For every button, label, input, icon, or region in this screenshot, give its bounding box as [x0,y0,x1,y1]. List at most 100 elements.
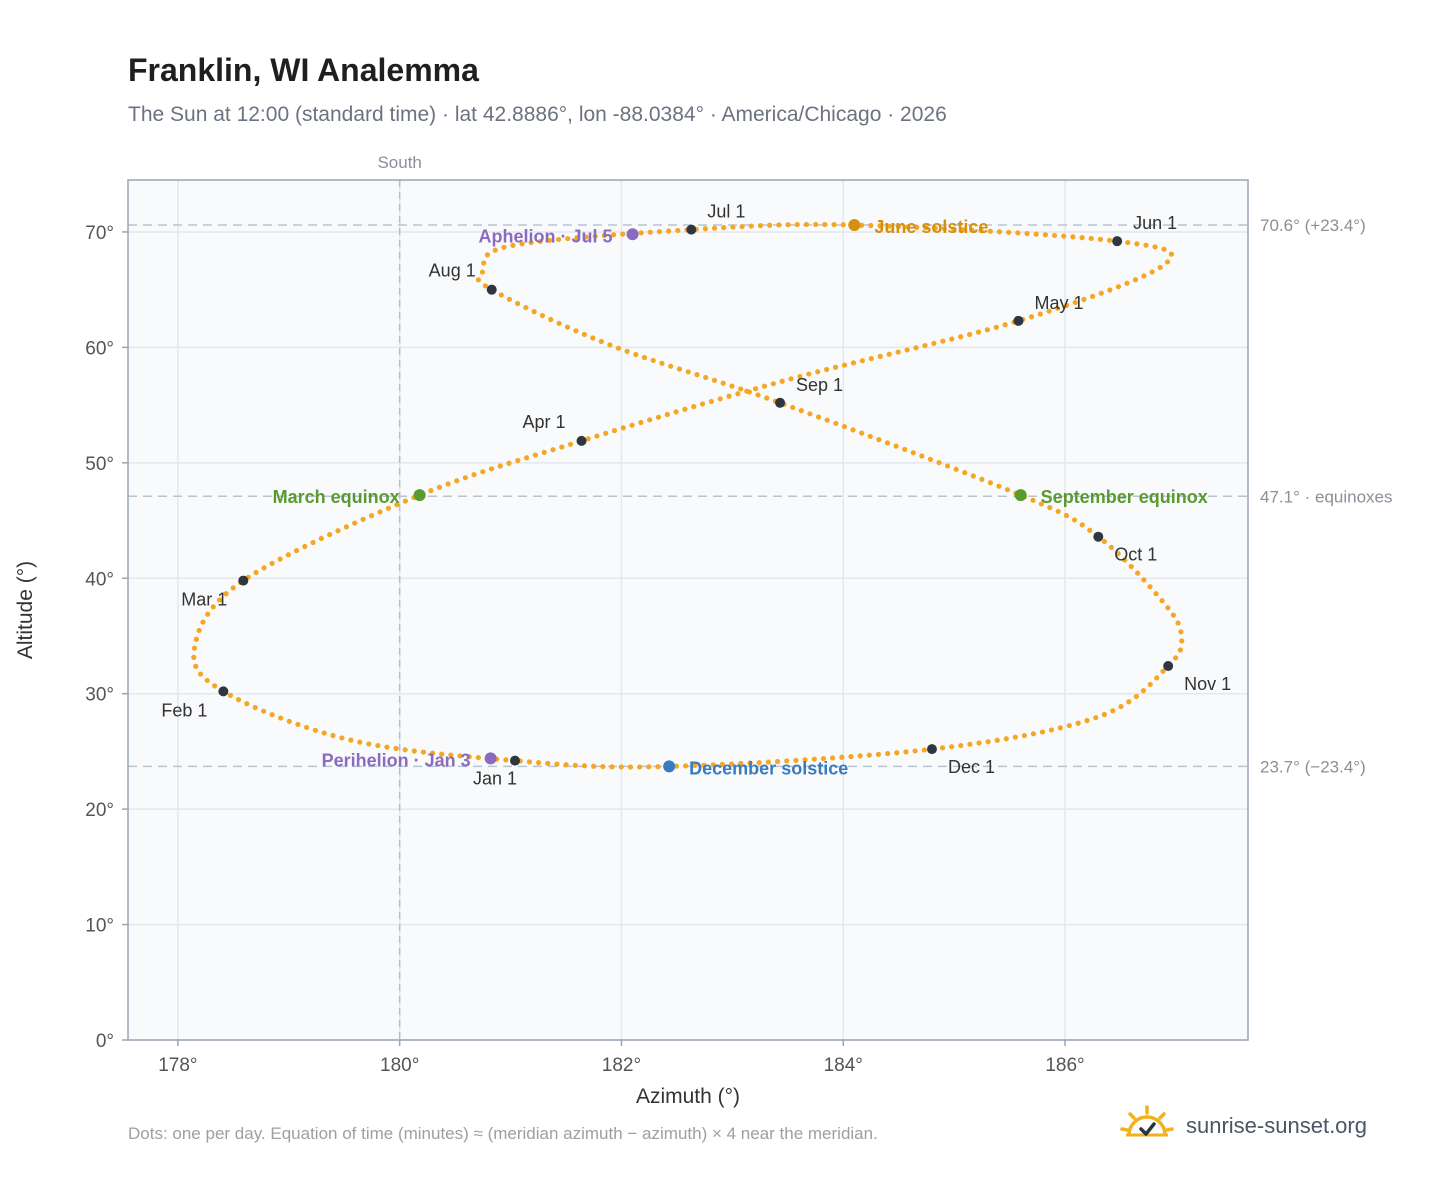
daily-sun-dot [702,226,708,232]
brand[interactable]: sunrise-sunset.org [1120,1104,1367,1148]
daily-sun-dot [859,358,865,364]
daily-sun-dot [650,357,656,364]
y-tick-label: 30° [85,685,114,706]
daily-sun-dot [436,484,443,490]
month-marker-dot [775,397,786,408]
daily-sun-dot [785,222,791,228]
daily-sun-dot [629,422,635,428]
daily-sun-dot [833,420,839,427]
daily-sun-dot [807,411,813,417]
daily-sun-dot [857,753,863,759]
daily-sun-dot [1161,246,1167,252]
daily-sun-dot [666,228,672,234]
daily-sun-dot [531,309,537,315]
daily-sun-dot [985,739,991,745]
daily-sun-dot [840,222,846,228]
daily-sun-dot [559,444,565,450]
daily-sun-dot [1028,314,1035,320]
daily-sun-dot [526,759,533,765]
daily-sun-dot [894,750,900,756]
x-tick-label: 184° [824,1055,863,1076]
daily-sun-dot [1179,638,1185,644]
daily-sun-dot [191,654,197,660]
daily-sun-dot [770,381,776,387]
daily-sun-dot [659,360,665,366]
daily-sun-dot [286,718,292,724]
daily-sun-dot [454,478,460,484]
month-marker-label: Feb 1 [161,700,207,720]
daily-sun-dot [921,747,927,753]
month-marker-dot [1112,236,1123,247]
event-marker-dot [484,752,497,765]
month-marker-label: May 1 [1034,293,1083,313]
daily-sun-dot [1079,522,1085,528]
month-marker-dot [686,224,697,235]
daily-sun-dot [949,336,955,342]
daily-sun-dot [1081,296,1087,303]
daily-sun-dot [475,277,482,283]
daily-sun-dot [519,241,525,247]
daily-sun-dot [479,269,486,275]
daily-sun-dot [428,487,434,494]
daily-sun-dot [615,345,622,351]
month-marker-label: Nov 1 [1184,674,1231,694]
daily-sun-dot [703,374,709,381]
daily-sun-dot [902,446,908,453]
daily-sun-dot [480,469,486,475]
month-marker-dot [510,755,521,766]
daily-sun-dot [548,316,554,323]
daily-sun-dot [647,417,653,423]
daily-sun-dot [975,329,982,335]
daily-sun-dot [1063,512,1070,519]
daily-sun-dot [1154,675,1160,681]
daily-sun-dot [820,755,827,762]
daily-sun-dot [765,759,771,765]
daily-sun-dot [936,460,942,466]
daily-sun-dot [1055,305,1061,311]
daily-sun-dot [546,237,553,244]
daily-sun-dot [523,304,529,311]
daily-sun-dot [573,328,579,334]
daily-sun-dot [1125,239,1131,246]
daily-sun-dot [503,757,509,763]
daily-sun-dot [1042,232,1048,238]
daily-sun-dot [269,560,275,566]
daily-sun-dot [996,483,1002,489]
daily-sun-dot [1168,251,1175,257]
event-marker-dot [413,489,426,502]
daily-sun-dot [1160,668,1166,674]
daily-sun-dot [1141,273,1147,279]
axis-ticks: 178° 180° 182° 184° 186° 0° 10° 20° 30° 40° 50° 60°… [85,223,1084,1076]
daily-sun-dot [607,342,613,348]
daily-sun-dot [673,409,679,415]
daily-sun-dot [691,404,697,410]
daily-sun-dot [958,742,964,749]
daily-sun-dot [774,758,781,765]
daily-sun-dot [668,363,674,369]
daily-sun-dot [198,671,204,677]
daily-sun-dot [445,481,451,487]
month-marker-dot [1093,531,1104,542]
daily-sun-dot [482,283,488,289]
daily-sun-dot [646,764,652,770]
daily-sun-dot [429,750,436,756]
daily-sun-dot [1084,717,1090,724]
month-marker-label: Mar 1 [181,590,227,610]
daily-sun-dot [515,300,521,307]
daily-sun-dot [755,392,761,398]
daily-sun-dot [756,759,762,766]
daily-sun-dot [1126,699,1132,705]
daily-sun-dot [1002,322,1008,328]
daily-sun-dot [884,440,891,446]
daily-sun-dot [673,763,680,769]
month-marker-label: Apr 1 [523,412,566,432]
daily-sun-dot [875,751,882,757]
daily-sun-dot [1115,550,1121,557]
daily-sun-dot [193,663,199,669]
daily-sun-dot [193,636,199,642]
daily-sun-dot [1115,284,1122,290]
daily-sun-dot [1012,734,1018,740]
daily-sun-dot [1061,233,1067,239]
event-marker-dot [663,760,676,773]
daily-sun-dot [676,366,683,372]
